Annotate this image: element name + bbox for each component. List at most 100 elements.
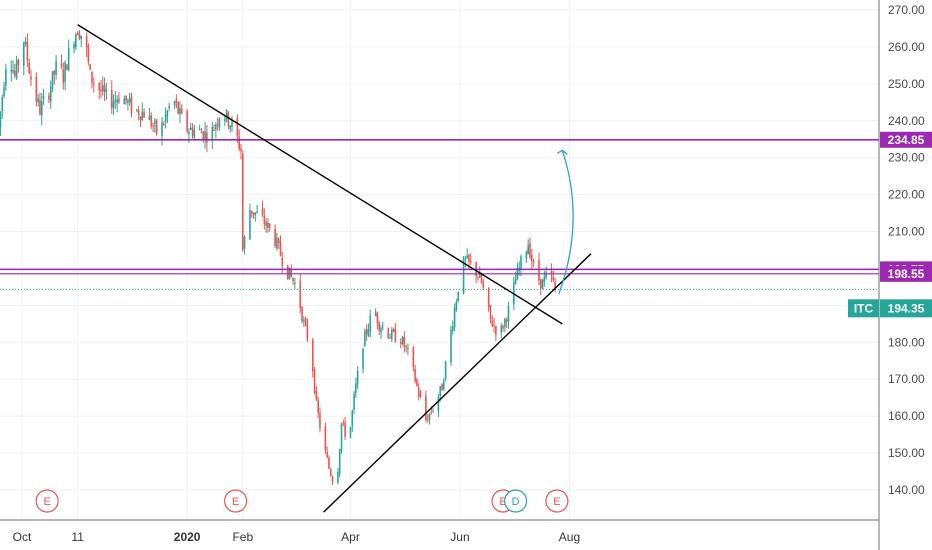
candle-body — [15, 60, 18, 78]
candle-body — [292, 278, 294, 282]
candle-body — [514, 279, 517, 285]
candle-body — [552, 276, 555, 281]
candle-body — [85, 35, 88, 48]
candle-body — [40, 101, 43, 116]
candle-body — [200, 132, 203, 134]
candle-body — [364, 330, 366, 347]
candle-body — [17, 60, 20, 65]
candle-body — [137, 109, 140, 116]
level-price-tag — [880, 131, 932, 148]
y-tick-label: 250.00 — [888, 77, 925, 91]
candle-body — [319, 412, 321, 428]
x-tick-label: Feb — [232, 530, 253, 544]
candle-body — [417, 387, 420, 396]
candle-body — [441, 384, 443, 391]
candle-body — [166, 110, 169, 117]
candle-body — [10, 69, 13, 72]
candle-body — [331, 477, 334, 483]
candle-body — [227, 112, 230, 127]
candle-body — [480, 274, 483, 283]
candle-body — [351, 410, 354, 427]
candle-body — [141, 111, 144, 121]
candle-body — [224, 119, 226, 122]
candle-body — [294, 282, 296, 284]
candle-body — [374, 313, 377, 316]
candle-body — [100, 89, 102, 92]
candle-body — [93, 82, 95, 84]
candle-body — [229, 125, 232, 129]
candle-body — [75, 34, 77, 48]
candle-body — [39, 99, 41, 115]
x-tick-label: 2020 — [174, 530, 201, 544]
candle-body — [550, 270, 553, 275]
candle-body — [502, 325, 504, 329]
candle-body — [215, 124, 217, 130]
candle-body — [243, 237, 246, 249]
candle-body — [337, 471, 339, 483]
candle-body — [125, 95, 127, 102]
event-marker-label: E — [553, 496, 560, 508]
candle-body — [306, 324, 309, 340]
chart-grid — [0, 0, 879, 520]
candle-body — [186, 111, 188, 132]
candle-body — [412, 347, 415, 367]
candle-body — [148, 115, 151, 120]
candle-body — [211, 127, 214, 141]
earnings-event-marker[interactable] — [224, 489, 248, 513]
event-marker-label: E — [43, 496, 50, 508]
candle-body — [407, 347, 409, 349]
candle-body — [80, 35, 83, 40]
candle-body — [279, 242, 282, 256]
earnings-event-marker[interactable] — [545, 489, 569, 513]
candle-body — [265, 221, 267, 226]
x-axis[interactable]: Oct 11 2020 Feb Apr Jun Aug — [0, 519, 879, 544]
y-tick-label: 160.00 — [888, 409, 925, 423]
candle-body — [349, 427, 352, 438]
candle-body — [24, 42, 27, 45]
candle-body — [66, 64, 68, 71]
candle-body — [143, 112, 145, 118]
candle-body — [64, 62, 66, 82]
candle-body — [12, 70, 14, 73]
x-tick-label: Aug — [559, 530, 580, 544]
candle-body — [179, 108, 181, 115]
trendline — [323, 253, 592, 513]
candle-body — [405, 345, 407, 348]
candle-body — [112, 101, 115, 108]
candle-body — [37, 98, 39, 103]
candle-body — [256, 211, 258, 213]
candle-body — [35, 76, 38, 102]
candle-body — [290, 269, 293, 277]
earnings-event-marker[interactable] — [35, 489, 59, 513]
y-tick-label: 150.00 — [888, 446, 925, 460]
candle-body — [541, 279, 544, 290]
candle-body — [416, 379, 418, 386]
candle-body — [191, 127, 194, 136]
candle-body — [236, 117, 239, 137]
candle-body — [105, 89, 108, 92]
candle-body — [493, 325, 495, 327]
candle-body — [500, 325, 503, 333]
candle-body — [380, 328, 382, 333]
candle-body — [231, 120, 233, 127]
candle-body — [428, 413, 431, 420]
candle-body — [443, 381, 445, 390]
candle-body — [466, 255, 468, 258]
candle-body — [42, 96, 45, 99]
candle-body — [504, 318, 506, 327]
candle-body — [464, 257, 467, 260]
candle-body — [202, 131, 205, 140]
candle-body — [311, 339, 314, 372]
candle-body — [249, 210, 251, 240]
y-tick-label: 270.00 — [888, 3, 925, 17]
candle-body — [338, 449, 341, 474]
candle-body — [326, 452, 328, 458]
dividend-event-marker[interactable] — [504, 489, 528, 513]
candle-body — [315, 391, 318, 400]
event-marker-label: E — [499, 496, 506, 508]
candle-body — [387, 328, 389, 338]
candle-body — [355, 383, 357, 394]
candle-body — [175, 99, 178, 103]
